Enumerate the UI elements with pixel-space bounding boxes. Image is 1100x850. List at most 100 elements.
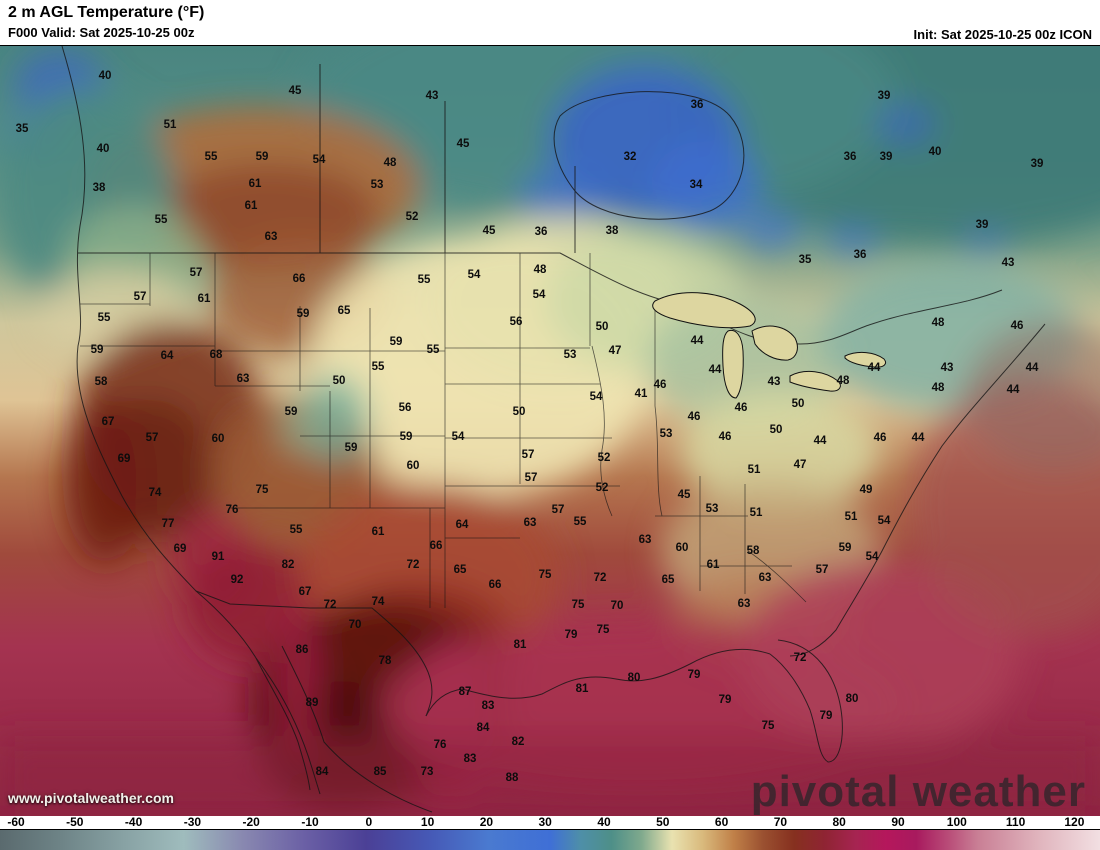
station-temp-label: 68	[209, 349, 223, 361]
station-temp-label: 45	[677, 489, 691, 501]
station-temp-label: 63	[737, 598, 751, 610]
station-temp-label: 50	[512, 406, 526, 418]
station-temp-label: 44	[1025, 362, 1039, 374]
station-temp-label: 55	[573, 516, 587, 528]
station-temp-label: 80	[627, 672, 641, 684]
temperature-field-blobs	[0, 46, 1100, 816]
station-temp-label: 36	[853, 249, 867, 261]
website-url: www.pivotalweather.com	[8, 790, 174, 806]
station-temp-label: 50	[769, 424, 783, 436]
station-temp-label: 53	[659, 428, 673, 440]
station-temp-label: 59	[344, 442, 358, 454]
colorbar-gradient	[0, 829, 1100, 850]
station-temp-label: 47	[608, 345, 622, 357]
station-temp-label: 51	[844, 511, 858, 523]
station-temp-label: 65	[661, 574, 675, 586]
station-temp-label: 63	[638, 534, 652, 546]
station-temp-label: 54	[865, 551, 879, 563]
colorbar-tick-label: 50	[656, 815, 670, 829]
station-temp-label: 80	[845, 693, 859, 705]
colorbar-tick-label: 80	[832, 815, 846, 829]
station-temp-label: 89	[305, 697, 319, 709]
station-temp-label: 48	[931, 382, 945, 394]
station-temp-label: 91	[211, 551, 225, 563]
station-temp-label: 81	[575, 683, 589, 695]
station-temp-label: 59	[838, 542, 852, 554]
station-temp-label: 44	[1006, 384, 1020, 396]
station-temp-label: 51	[747, 464, 761, 476]
station-temp-label: 55	[426, 344, 440, 356]
station-temp-label: 66	[488, 579, 502, 591]
station-temp-label: 74	[371, 596, 385, 608]
temperature-map[interactable]: 40 35 51 40 38 55 55 59 61 61 63 45 54 53 48 52 43 45 45 36…	[0, 45, 1100, 817]
colorbar-tick-label: 110	[1005, 815, 1026, 829]
station-temp-label: 44	[690, 335, 704, 347]
colorbar-tick-label: -10	[301, 815, 319, 829]
station-temp-label: 57	[189, 267, 203, 279]
station-temp-label: 60	[675, 542, 689, 554]
station-temp-label: 58	[746, 545, 760, 557]
station-temp-label: 50	[791, 398, 805, 410]
station-temp-label: 38	[605, 225, 619, 237]
colorbar: -60 -50 -40 -30 -20 -10 0 10 20 30 40 50 60 70 80 90 100…	[0, 815, 1100, 850]
map-header: 2 m AGL Temperature (°F) F000 Valid: Sat…	[0, 0, 1100, 45]
colorbar-tick-label: 120	[1064, 815, 1085, 829]
station-temp-label: 38	[92, 182, 106, 194]
watermark-logo: pivotal weather	[750, 767, 1086, 816]
station-temp-label: 56	[398, 402, 412, 414]
station-temp-label: 55	[154, 214, 168, 226]
station-temp-label: 60	[406, 460, 420, 472]
station-temp-label: 43	[940, 362, 954, 374]
station-temp-label: 35	[798, 254, 812, 266]
station-temp-label: 53	[370, 179, 384, 191]
station-temp-label: 52	[597, 452, 611, 464]
station-temp-label: 55	[371, 361, 385, 373]
station-temp-label: 70	[348, 619, 362, 631]
station-temp-label: 57	[815, 564, 829, 576]
station-temp-label: 39	[975, 219, 989, 231]
station-temp-label: 55	[289, 524, 303, 536]
station-temp-label: 75	[596, 624, 610, 636]
station-temp-label: 48	[383, 157, 397, 169]
colorbar-tick-label: 0	[365, 815, 373, 829]
station-temp-label: 46	[653, 379, 667, 391]
station-temp-label: 66	[429, 540, 443, 552]
colorbar-tick-label: -60	[7, 815, 25, 829]
station-temp-label: 54	[532, 289, 546, 301]
station-temp-label: 79	[718, 694, 732, 706]
station-temp-label: 32	[623, 151, 637, 163]
station-temp-label: 88	[505, 772, 519, 784]
station-temp-label: 84	[476, 722, 490, 734]
station-temp-label: 36	[843, 151, 857, 163]
station-temp-label: 67	[298, 586, 312, 598]
station-temp-label: 53	[563, 349, 577, 361]
station-temp-label: 75	[538, 569, 552, 581]
station-temp-label: 61	[371, 526, 385, 538]
valid-time-label: F000 Valid: Sat 2025-10-25 00z	[8, 25, 195, 41]
colorbar-tick-label: -40	[124, 815, 143, 829]
station-temp-label: 61	[706, 559, 720, 571]
station-temp-label: 40	[928, 146, 942, 158]
station-temp-label: 40	[96, 143, 110, 155]
station-temp-label: 43	[425, 90, 439, 102]
station-temp-label: 82	[511, 736, 525, 748]
station-temp-label: 49	[859, 484, 873, 496]
station-temp-label: 86	[295, 644, 309, 656]
map-shading-graphic	[0, 46, 1100, 816]
colorbar-tick-label: -30	[183, 815, 202, 829]
station-temp-label: 44	[708, 364, 722, 376]
station-layer: 40 35 51 40 38 55 55 59 61 61 63 45 54 53 48 52 43 45 45 36…	[0, 46, 1100, 816]
station-temp-label: 52	[595, 482, 609, 494]
station-temp-label: 55	[204, 151, 218, 163]
station-temp-label: 84	[315, 766, 329, 778]
colorbar-tick-label: 100	[946, 815, 967, 829]
colorbar-tick-label: 30	[538, 815, 552, 829]
station-temp-label: 72	[406, 559, 420, 571]
station-temp-label: 75	[571, 599, 585, 611]
station-temp-label: 65	[337, 305, 351, 317]
station-temp-label: 57	[551, 504, 565, 516]
colorbar-tick-label: 20	[479, 815, 494, 829]
station-temp-label: 45	[288, 85, 302, 97]
station-temp-label: 63	[758, 572, 772, 584]
station-temp-label: 75	[255, 484, 269, 496]
